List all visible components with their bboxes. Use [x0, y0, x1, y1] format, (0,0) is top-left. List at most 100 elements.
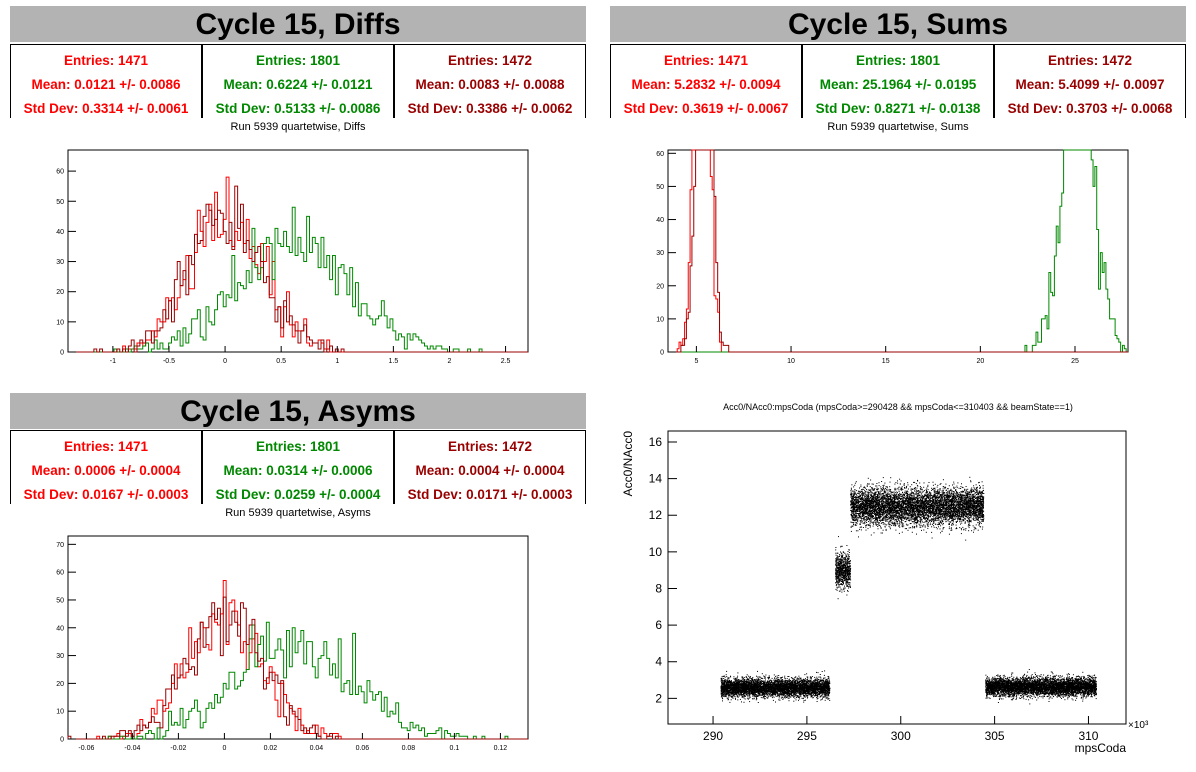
scatter-point — [775, 688, 777, 690]
scatter-point — [752, 693, 754, 695]
scatter-point — [764, 677, 766, 679]
scatter-point — [798, 689, 800, 691]
y-tick-label: 70 — [56, 542, 64, 549]
scatter-point — [721, 695, 723, 697]
scatter-point — [724, 687, 726, 689]
scatter-point — [765, 674, 767, 676]
y-tick-label: 40 — [56, 229, 64, 236]
scatter-point — [749, 696, 751, 698]
scatter-point — [771, 697, 773, 699]
scatter-point — [807, 676, 809, 678]
scatter-point — [741, 677, 743, 679]
scatter-point — [797, 691, 799, 693]
scatter-point — [821, 691, 823, 693]
scatter-point — [806, 680, 808, 682]
scatter-point — [721, 684, 723, 686]
scatter-point — [748, 690, 749, 692]
scatter-point — [821, 699, 823, 700]
scatter-point — [764, 694, 766, 696]
scatter-point — [761, 678, 763, 679]
scatter-point — [771, 691, 773, 693]
scatter-point — [817, 678, 819, 680]
scatter-point — [806, 682, 808, 684]
scatter-point — [825, 679, 827, 681]
scatter-point — [825, 679, 827, 680]
scatter-point — [780, 692, 782, 693]
scatter-point — [812, 693, 814, 695]
scatter-point — [724, 695, 726, 697]
scatter-point — [749, 676, 751, 677]
scatter-point — [741, 695, 743, 697]
scatter-point — [770, 692, 772, 693]
scatter-point — [778, 680, 780, 682]
scatter-point — [729, 690, 730, 692]
scatter-point — [748, 675, 750, 677]
scatter-point — [789, 686, 791, 688]
scatter-point — [797, 689, 799, 691]
stat-mean: Mean: 0.0314 +/- 0.0006 — [223, 463, 373, 478]
scatter-point — [765, 693, 767, 695]
scatter-point — [762, 694, 764, 696]
scatter-point — [784, 694, 786, 696]
x-tick-label: 15 — [882, 358, 890, 365]
y-tick-label: 0 — [60, 737, 64, 744]
scatter-point — [774, 680, 775, 682]
scatter-point — [741, 681, 743, 682]
scatter-point — [798, 681, 800, 683]
scatter-point — [753, 680, 755, 682]
scatter-point — [781, 679, 783, 681]
scatter-point — [778, 693, 780, 695]
scatter-point — [755, 687, 757, 689]
scatter-point — [765, 686, 767, 688]
scatter-point — [737, 696, 739, 698]
scatter-point — [821, 694, 823, 696]
scatter-point — [797, 695, 799, 697]
scatter-point — [745, 676, 747, 677]
scatter-point — [747, 698, 749, 700]
scatter-point — [749, 695, 751, 697]
scatter-point — [771, 687, 773, 689]
scatter-point — [779, 679, 781, 681]
scatter-point — [795, 687, 797, 689]
scatter-point — [744, 690, 746, 692]
scatter-point — [781, 695, 783, 697]
scatter-point — [793, 679, 795, 681]
scatter-point — [771, 686, 773, 688]
y-tick-label: 60 — [656, 151, 664, 158]
scatter-point — [788, 684, 790, 686]
scatter-point — [797, 688, 799, 690]
scatter-point — [733, 693, 735, 695]
scatter-point — [724, 693, 726, 695]
scatter-point — [757, 690, 758, 692]
scatter-point — [808, 683, 809, 685]
scatter-point — [720, 689, 722, 691]
scatter-point — [791, 687, 792, 689]
sums-stats: Entries: 1471 Mean: 5.2832 +/- 0.0094 St… — [610, 44, 1186, 118]
scatter-point — [781, 677, 783, 678]
scatter-point — [768, 678, 770, 680]
scatter-point — [798, 690, 800, 692]
scatter-point — [740, 693, 742, 695]
sums-subtitle: Run 5939 quartetwise, Sums — [827, 121, 969, 133]
scatter-point — [787, 684, 789, 686]
x-tick-label: 0.1 — [450, 745, 460, 752]
scatter-point — [773, 679, 775, 681]
scatter-point — [749, 690, 750, 692]
scatter-point — [816, 671, 817, 673]
scatter-point — [788, 681, 790, 683]
scatter-point — [823, 694, 825, 695]
scatter-point — [789, 696, 791, 698]
scatter-point — [799, 696, 800, 698]
scatter-point — [779, 681, 781, 683]
scatter-point — [803, 682, 804, 684]
plot-frame — [67, 535, 529, 740]
scatter-point — [802, 686, 804, 688]
scatter-point — [769, 693, 771, 694]
scatter-point — [798, 688, 800, 690]
scatter-point — [798, 695, 800, 697]
scatter-point — [746, 677, 748, 679]
scatter-point — [816, 701, 818, 702]
scatter-point — [797, 681, 799, 683]
scatter-point — [824, 699, 826, 701]
scatter-point — [800, 685, 802, 687]
